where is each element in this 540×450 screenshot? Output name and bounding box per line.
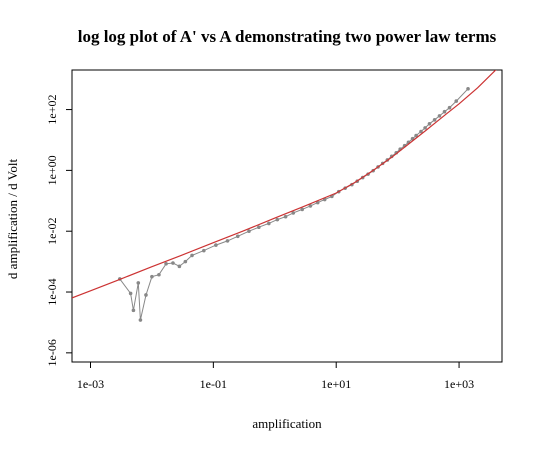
data-point [214, 243, 218, 247]
data-point [131, 308, 136, 313]
data-point [275, 217, 280, 222]
series-layer [72, 70, 497, 322]
data-point [202, 248, 206, 253]
x-tick-label: 1e+01 [321, 377, 351, 391]
data-point [157, 272, 161, 277]
data-point [442, 109, 447, 114]
data-point [164, 261, 168, 266]
data-point [177, 264, 182, 269]
y-tick-label: 1e+02 [45, 95, 59, 125]
data-point [144, 293, 148, 297]
y-tick-label: 1e+00 [45, 155, 59, 185]
data-point [454, 99, 459, 103]
x-axis-label: amplification [252, 416, 322, 431]
data-point [136, 281, 141, 285]
fit-line [72, 70, 497, 299]
data-point [235, 234, 240, 239]
fit-line-series [72, 70, 497, 299]
data-point [414, 133, 418, 138]
series-line [119, 88, 469, 321]
data-point [315, 200, 320, 205]
data-point [419, 129, 423, 134]
y-tick-label: 1e-06 [45, 339, 59, 366]
data-point [447, 105, 452, 110]
x-axis: 1e-03 1e-01 1e+01 1e+03 [77, 361, 474, 391]
data-point [150, 274, 154, 279]
y-axis: 1e-06 1e-04 1e-02 1e+00 1e+02 [45, 95, 73, 367]
data-point [247, 229, 251, 234]
x-tick-label: 1e-03 [77, 377, 104, 391]
y-axis-label: d amplification / d Volt [5, 159, 20, 280]
data-point [257, 225, 261, 230]
data-point [267, 221, 271, 226]
data-point [466, 87, 470, 91]
data-point [437, 114, 442, 118]
x-tick-label: 1e-01 [200, 377, 227, 391]
data-point [171, 261, 175, 265]
data-point [190, 253, 194, 258]
data-point [225, 239, 230, 243]
data-point [423, 126, 427, 130]
data-point [138, 318, 143, 322]
data-point [427, 122, 432, 126]
y-tick-label: 1e-04 [45, 278, 59, 305]
chart-title: log log plot of A' vs A demonstrating tw… [78, 27, 497, 46]
y-tick-label: 1e-02 [45, 218, 59, 245]
data-point [432, 118, 437, 122]
data-point [308, 204, 313, 208]
data-series [118, 87, 470, 322]
data-point [183, 259, 188, 264]
data-point [283, 214, 288, 219]
x-tick-label: 1e+03 [444, 377, 474, 391]
data-point [300, 207, 305, 212]
data-point [291, 211, 296, 215]
data-point [128, 291, 133, 296]
